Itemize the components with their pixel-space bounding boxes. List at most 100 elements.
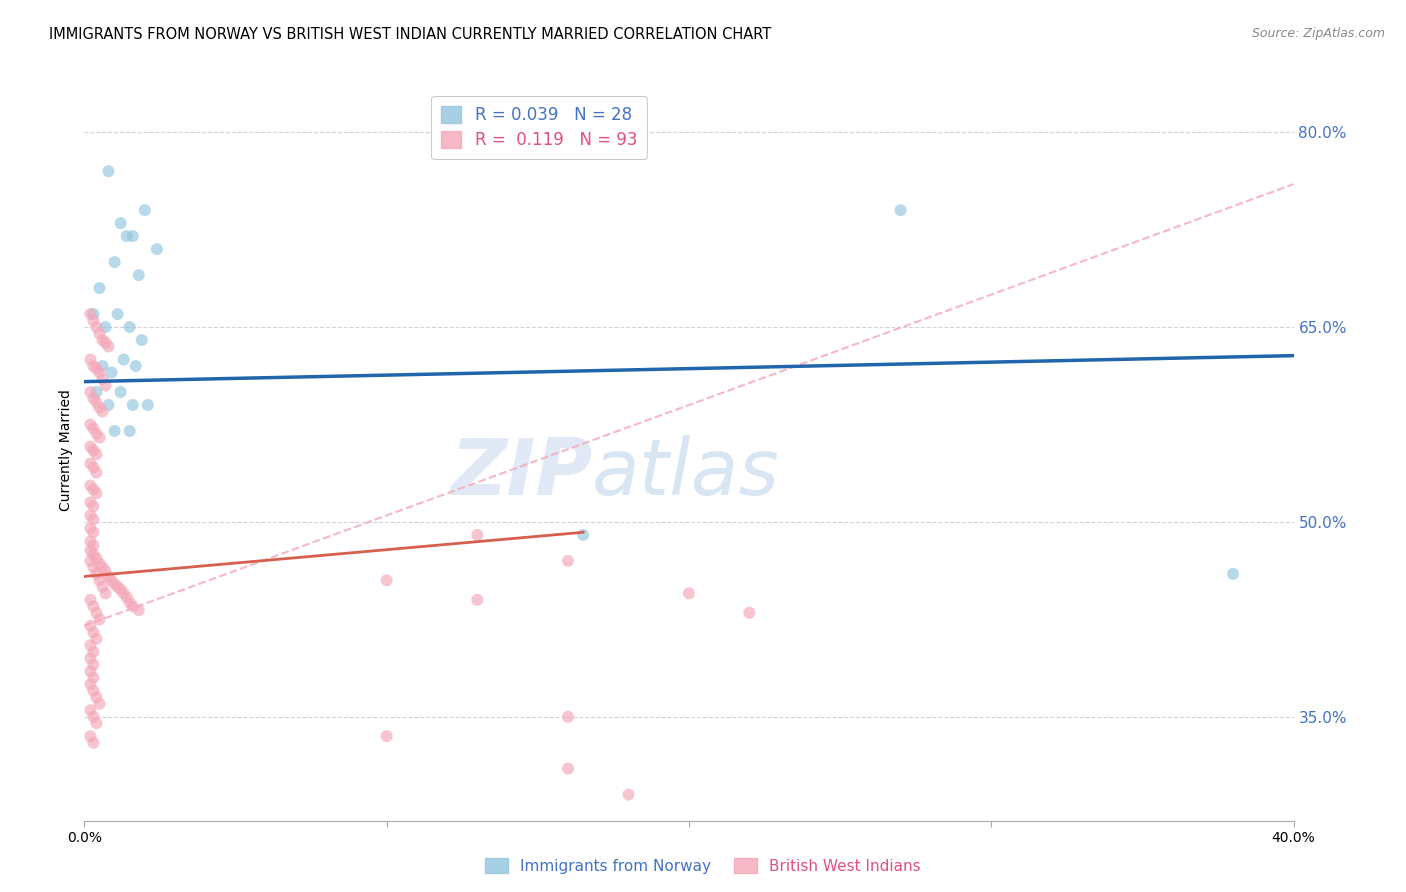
Point: [82, 392, 104, 406]
Point: [89, 612, 111, 626]
Point: [136, 398, 159, 412]
Point: [89, 697, 111, 711]
Point: [572, 528, 595, 542]
Point: [82, 443, 104, 458]
Point: [97, 398, 120, 412]
Point: [82, 645, 104, 659]
Point: [104, 424, 127, 438]
Point: [467, 592, 489, 607]
Point: [82, 512, 104, 526]
Point: [82, 483, 104, 497]
Point: [82, 421, 104, 435]
Point: [110, 582, 132, 597]
Point: [91, 404, 114, 418]
Point: [82, 625, 104, 640]
Legend: R = 0.039   N = 28, R =  0.119   N = 93: R = 0.039 N = 28, R = 0.119 N = 93: [432, 96, 647, 159]
Point: [146, 242, 169, 256]
Point: [118, 320, 141, 334]
Point: [104, 577, 127, 591]
Point: [91, 359, 114, 373]
Point: [467, 528, 489, 542]
Point: [91, 580, 114, 594]
Point: [79, 665, 101, 679]
Point: [89, 366, 111, 380]
Point: [79, 352, 101, 367]
Point: [115, 591, 138, 605]
Text: atlas: atlas: [592, 434, 780, 511]
Point: [118, 424, 141, 438]
Point: [617, 788, 640, 802]
Point: [86, 690, 108, 705]
Point: [82, 736, 104, 750]
Point: [89, 574, 111, 588]
Point: [82, 710, 104, 724]
Point: [97, 569, 120, 583]
Point: [82, 460, 104, 475]
Point: [110, 216, 132, 230]
Point: [86, 466, 108, 480]
Point: [107, 580, 129, 594]
Point: [79, 619, 101, 633]
Point: [91, 333, 114, 347]
Point: [79, 729, 101, 743]
Point: [557, 762, 579, 776]
Point: [94, 586, 117, 600]
Point: [82, 307, 104, 321]
Point: [91, 372, 114, 386]
Point: [86, 361, 108, 376]
Point: [86, 447, 108, 461]
Point: [86, 384, 108, 399]
Point: [79, 534, 101, 549]
Point: [890, 203, 912, 218]
Point: [97, 164, 120, 178]
Legend: Immigrants from Norway, British West Indians: Immigrants from Norway, British West Ind…: [479, 852, 927, 880]
Point: [134, 203, 156, 218]
Point: [89, 557, 111, 571]
Point: [89, 281, 111, 295]
Point: [112, 586, 135, 600]
Y-axis label: Currently Married: Currently Married: [59, 390, 73, 511]
Point: [79, 457, 101, 471]
Point: [678, 586, 700, 600]
Point: [79, 495, 101, 509]
Point: [128, 268, 150, 282]
Point: [82, 359, 104, 373]
Point: [86, 551, 108, 566]
Point: [79, 703, 101, 717]
Point: [79, 417, 101, 432]
Point: [79, 638, 101, 652]
Point: [131, 333, 153, 347]
Point: [89, 401, 111, 415]
Point: [375, 729, 398, 743]
Point: [79, 440, 101, 454]
Point: [86, 632, 108, 646]
Point: [86, 395, 108, 409]
Point: [79, 307, 101, 321]
Point: [86, 320, 108, 334]
Point: [79, 592, 101, 607]
Point: [738, 606, 761, 620]
Point: [79, 554, 101, 568]
Point: [89, 430, 111, 444]
Point: [107, 307, 129, 321]
Point: [79, 478, 101, 492]
Point: [94, 335, 117, 350]
Text: ZIP: ZIP: [450, 434, 592, 511]
Point: [121, 599, 143, 614]
Point: [97, 340, 120, 354]
Point: [82, 500, 104, 514]
Point: [115, 229, 138, 244]
Text: Source: ZipAtlas.com: Source: ZipAtlas.com: [1251, 27, 1385, 40]
Point: [79, 521, 101, 535]
Point: [94, 564, 117, 578]
Point: [82, 671, 104, 685]
Point: [125, 359, 148, 373]
Point: [118, 595, 141, 609]
Point: [82, 313, 104, 327]
Point: [79, 651, 101, 665]
Point: [79, 677, 101, 691]
Point: [86, 566, 108, 581]
Point: [86, 606, 108, 620]
Point: [128, 603, 150, 617]
Point: [86, 426, 108, 441]
